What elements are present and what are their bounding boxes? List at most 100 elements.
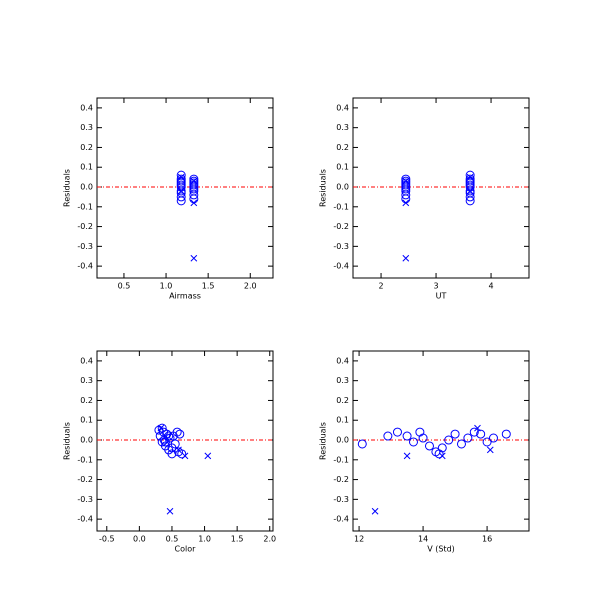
x-axis-label: V (Std) [427,545,455,554]
y-tick-label: -0.1 [333,455,349,464]
x-tick-label: 3 [434,282,439,291]
point [189,190,199,200]
point [402,199,410,207]
y-tick-label: 0.0 [80,436,93,445]
plot-frame [96,350,274,532]
point [450,429,460,439]
y-tick-label: 0.4 [336,103,349,112]
y-axis-label: Residuals [63,422,72,460]
point [164,431,174,441]
y-tick-label: -0.2 [333,475,349,484]
point [424,441,434,451]
x-tick-label: 12 [354,535,364,544]
y-tick-label: 0.0 [336,436,349,445]
y-tick-label: 0.1 [336,163,349,172]
point [444,435,454,445]
y-tick-label: 0.3 [336,123,349,132]
point [166,507,174,515]
point [392,427,402,437]
y-tick-label: -0.1 [333,202,349,211]
x-tick-label: 14 [418,535,428,544]
y-tick-label: -0.4 [77,262,93,271]
point [482,437,492,447]
x-tick-label: 16 [482,535,492,544]
x-tick-label: 1.0 [160,282,173,291]
y-tick-label: -0.1 [77,455,93,464]
point [434,449,444,459]
x-tick-label: 1.0 [198,535,211,544]
point [501,429,511,439]
x-tick-label: 1.5 [231,535,244,544]
y-tick-label: -0.4 [77,515,93,524]
point [466,187,474,195]
plot-frame [352,97,530,279]
y-tick-label: -0.3 [333,242,349,251]
point [402,177,410,185]
y-tick-label: 0.2 [336,143,349,152]
x-axis-label: Color [175,545,197,554]
x-axis-label: UT [436,292,447,301]
y-axis-label: Residuals [319,422,328,460]
point [357,439,367,449]
y-tick-label: 0.3 [336,376,349,385]
point [167,449,177,459]
y-tick-label: 0.1 [80,416,93,425]
y-tick-label: 0.0 [80,183,93,192]
x-tick-label: 0.5 [118,282,131,291]
plot-frame [96,97,274,279]
y-tick-label: 0.1 [80,163,93,172]
point [402,431,412,441]
point [190,199,198,207]
point [476,429,486,439]
y-tick-label: 0.1 [336,416,349,425]
point [418,433,428,443]
y-tick-label: 0.2 [80,396,93,405]
point [190,177,198,185]
y-tick-label: -0.4 [333,262,349,271]
point [438,452,446,460]
x-tick-label: 1.5 [202,282,215,291]
point [176,192,186,202]
point [402,254,410,262]
point [403,452,411,460]
y-tick-label: -0.3 [333,495,349,504]
point [401,190,411,200]
x-axis-label: Airmass [169,292,201,301]
point [463,433,473,443]
y-tick-label: 0.4 [80,356,93,365]
y-tick-label: 0.3 [80,123,93,132]
y-tick-label: 0.2 [336,396,349,405]
x-tick-label: 4 [489,282,494,291]
point [486,446,494,454]
y-tick-label: 0.0 [336,183,349,192]
point [172,427,182,437]
plot-frame [352,350,530,532]
y-tick-label: 0.2 [80,143,93,152]
point [175,446,182,454]
y-axis-label: Residuals [319,169,328,207]
point [181,452,189,460]
point [456,439,466,449]
point [175,429,185,439]
point [465,196,475,206]
y-axis-label: Residuals [63,169,72,207]
y-tick-label: 0.4 [336,356,349,365]
point [466,173,474,181]
point [190,254,198,262]
point [465,192,475,202]
x-tick-label: 2.0 [263,535,276,544]
point [177,173,185,181]
y-tick-label: -0.2 [77,475,93,484]
point [157,424,165,432]
point [176,196,186,206]
y-tick-label: -0.1 [77,202,93,211]
x-tick-label: 2.0 [244,282,257,291]
y-tick-label: 0.4 [80,103,93,112]
point [157,423,167,433]
x-tick-label: 0.5 [166,535,179,544]
x-tick-label: 0.0 [133,535,146,544]
y-tick-label: -0.3 [77,242,93,251]
point [408,437,418,447]
y-tick-label: -0.4 [333,515,349,524]
